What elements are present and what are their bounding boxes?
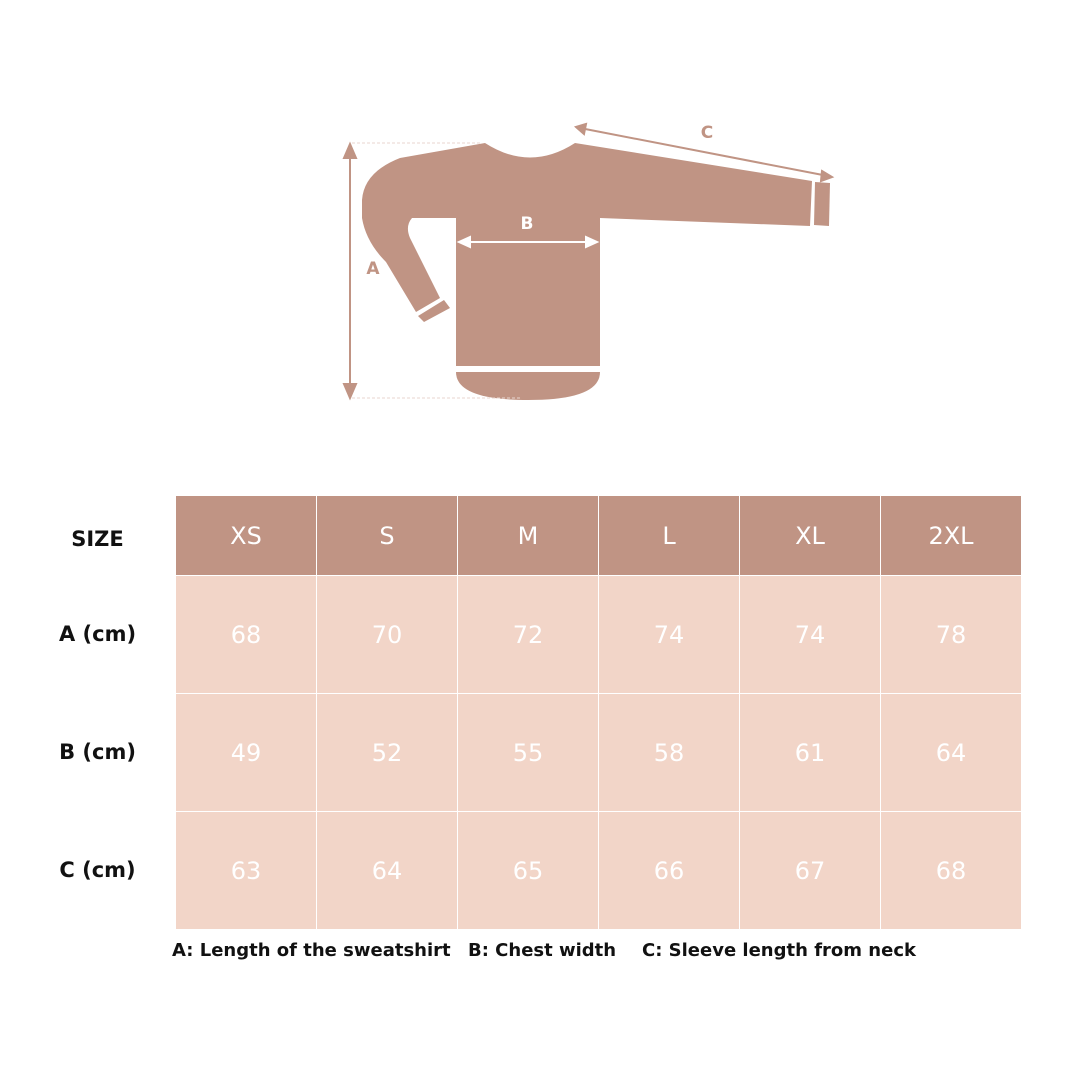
cell: 72 <box>457 575 599 694</box>
label-c: C <box>701 123 713 143</box>
cell: 63 <box>175 811 317 930</box>
cell: 74 <box>598 575 740 694</box>
legend-c: C: Sleeve length from neck <box>642 940 916 961</box>
cell: 55 <box>457 693 599 812</box>
data-row: 68 70 72 74 74 78 <box>175 575 1022 694</box>
row-label: C (cm) <box>59 858 136 882</box>
cell: 68 <box>880 811 1022 930</box>
sweatshirt-diagram: A B C <box>342 122 835 401</box>
cell: 64 <box>880 693 1022 812</box>
cell: 68 <box>175 575 317 694</box>
cell: 74 <box>739 575 881 694</box>
cell: 65 <box>457 811 599 930</box>
size-header: XL <box>739 495 881 576</box>
size-table: XS S M L XL 2XL 68 70 72 74 74 78 49 52 55 58 61 64 63 64 65… <box>175 495 1022 930</box>
legend-b: B: Chest width <box>468 940 617 961</box>
cell: 52 <box>316 693 458 812</box>
size-header: M <box>457 495 599 576</box>
cell: 67 <box>739 811 881 930</box>
cell: 70 <box>316 575 458 694</box>
cell: 78 <box>880 575 1022 694</box>
cell: 66 <box>598 811 740 930</box>
cell: 58 <box>598 693 740 812</box>
header-row: XS S M L XL 2XL <box>175 495 1022 576</box>
cell: 64 <box>316 811 458 930</box>
cell: 49 <box>175 693 317 812</box>
data-row: 49 52 55 58 61 64 <box>175 693 1022 812</box>
row-label: B (cm) <box>59 740 136 764</box>
size-header: S <box>316 495 458 576</box>
legend-a: A: Length of the sweatshirt <box>172 940 451 961</box>
label-a: A <box>366 259 380 279</box>
data-row: 63 64 65 66 67 68 <box>175 811 1022 930</box>
cell: 61 <box>739 693 881 812</box>
size-header: L <box>598 495 740 576</box>
corner-label: SIZE <box>71 527 124 551</box>
size-header: 2XL <box>880 495 1022 576</box>
size-header: XS <box>175 495 317 576</box>
row-label: A (cm) <box>58 622 137 646</box>
label-b: B <box>521 214 534 234</box>
